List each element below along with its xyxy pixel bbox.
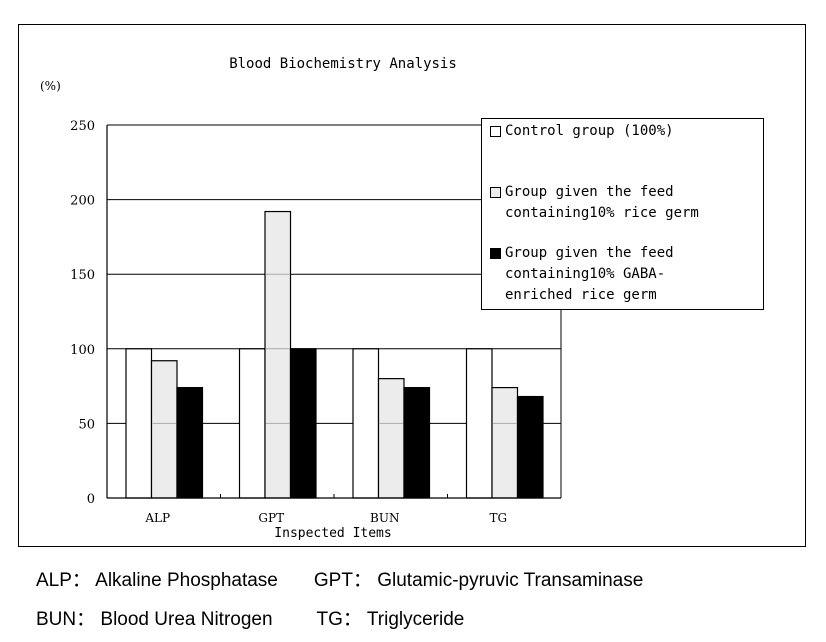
- chart-title: Blood Biochemistry Analysis: [229, 56, 457, 72]
- legend-item-rice-germ: Group given the feed containing10% rice g…: [490, 182, 699, 224]
- y-tick-label: 200: [70, 194, 95, 209]
- bar-bun-series-1: [377, 378, 405, 499]
- legend-label: Group given the feed: [505, 184, 674, 200]
- y-axis-label: (%): [40, 79, 61, 93]
- bar-tg-series-1: [491, 386, 519, 499]
- bar-bun-series-2: [403, 386, 431, 499]
- note-line-1: ALP： Alkaline Phosphatase GPT： Glutamic-p…: [36, 565, 643, 592]
- bar-gpt-series-2: [289, 348, 317, 499]
- legend-swatch: [490, 248, 501, 259]
- legend-swatch: [490, 187, 501, 198]
- x-tick-label: ALP: [144, 511, 170, 525]
- legend-label: Group given the feed: [505, 245, 674, 261]
- legend-label: enriched rice germ: [505, 287, 657, 303]
- x-tick-label: GPT: [258, 511, 284, 525]
- note-line-2: BUN： Blood Urea Nitrogen TG： Triglyceride: [36, 604, 464, 631]
- bar-alp-series-1: [150, 360, 178, 499]
- bar-tg-series-0: [465, 348, 493, 499]
- bar-alp-series-0: [125, 348, 153, 499]
- legend-swatch: [490, 126, 501, 137]
- note-gpt: GPT： Glutamic-pyruvic Transaminase: [313, 570, 644, 591]
- x-tick-label: BUN: [370, 511, 399, 525]
- legend-label: containing10% rice germ: [505, 205, 699, 221]
- x-tick-label: TG: [489, 511, 507, 525]
- legend-label: containing10% GABA-: [505, 266, 666, 282]
- bar-gpt-series-0: [238, 348, 266, 499]
- legend-item-control: Control group (100%): [490, 121, 674, 142]
- legend-label: Control group (100%): [505, 123, 674, 139]
- y-tick-label: 0: [87, 492, 95, 507]
- y-tick-label: 150: [70, 268, 95, 283]
- bar-bun-series-0: [352, 348, 380, 499]
- y-tick-label: 50: [78, 417, 95, 432]
- bar-alp-series-2: [176, 386, 204, 499]
- note-tg: TG： Triglyceride: [316, 609, 465, 630]
- y-tick-label: 100: [70, 343, 95, 358]
- legend: Control group (100%) Group given the fee…: [481, 118, 764, 310]
- chart-frame: [18, 24, 806, 547]
- bar-gpt-series-1: [264, 210, 292, 499]
- bar-tg-series-2: [516, 395, 544, 499]
- y-tick-label: 250: [70, 119, 95, 134]
- note-bun: BUN： Blood Urea Nitrogen: [36, 609, 273, 630]
- x-axis-label: Inspected Items: [274, 526, 391, 541]
- legend-item-gaba: Group given the feed containing10% GABA-e…: [490, 243, 674, 306]
- note-alp: ALP： Alkaline Phosphatase: [36, 570, 278, 591]
